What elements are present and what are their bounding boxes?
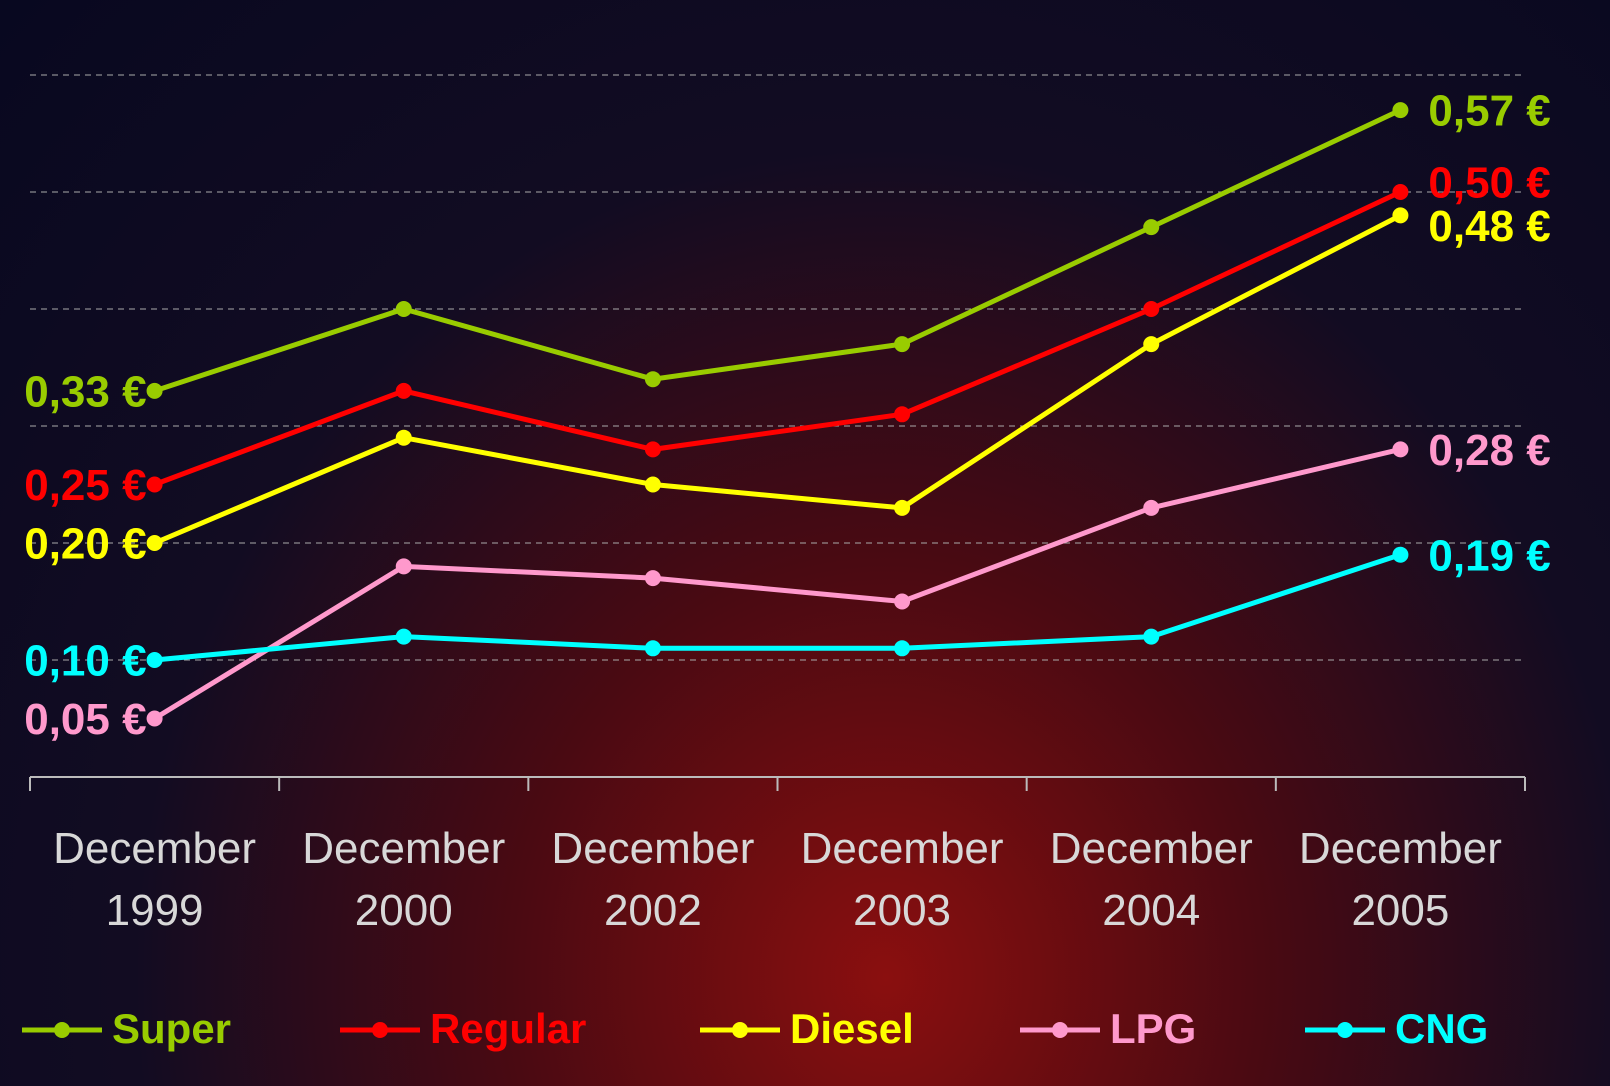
point bbox=[147, 652, 163, 668]
point bbox=[147, 477, 163, 493]
point bbox=[645, 477, 661, 493]
point bbox=[894, 336, 910, 352]
line bbox=[155, 449, 1401, 718]
point bbox=[645, 570, 661, 586]
x-tick-label: December 2005 bbox=[1280, 818, 1520, 942]
value-label: 0,05 € bbox=[24, 695, 146, 744]
point bbox=[894, 640, 910, 656]
point bbox=[1392, 207, 1408, 223]
point bbox=[894, 406, 910, 422]
legend-marker bbox=[732, 1022, 748, 1038]
point bbox=[645, 441, 661, 457]
point bbox=[147, 383, 163, 399]
x-tick-label: December 2004 bbox=[1031, 818, 1271, 942]
legend-label: LPG bbox=[1110, 1005, 1196, 1052]
point bbox=[396, 301, 412, 317]
point bbox=[1392, 441, 1408, 457]
value-label: 0,20 € bbox=[24, 520, 146, 569]
point bbox=[1392, 547, 1408, 563]
point bbox=[894, 500, 910, 516]
x-tick-label: December 2002 bbox=[533, 818, 773, 942]
legend-label: Super bbox=[112, 1005, 231, 1052]
legend-label: CNG bbox=[1395, 1005, 1488, 1052]
legend-label: Regular bbox=[430, 1005, 586, 1052]
x-tick-label: December 2000 bbox=[284, 818, 524, 942]
legend-marker bbox=[1052, 1022, 1068, 1038]
point bbox=[645, 640, 661, 656]
line bbox=[155, 192, 1401, 485]
point bbox=[396, 558, 412, 574]
value-label: 0,50 € bbox=[1428, 159, 1550, 208]
legend-marker bbox=[54, 1022, 70, 1038]
value-label: 0,10 € bbox=[24, 637, 146, 686]
line bbox=[155, 110, 1401, 391]
point bbox=[1143, 629, 1159, 645]
value-label: 0,19 € bbox=[1428, 531, 1550, 580]
x-tick-label: December 2003 bbox=[782, 818, 1022, 942]
point bbox=[1143, 219, 1159, 235]
point bbox=[1392, 184, 1408, 200]
point bbox=[894, 594, 910, 610]
point bbox=[645, 371, 661, 387]
legend-marker bbox=[372, 1022, 388, 1038]
point bbox=[396, 629, 412, 645]
value-label: 0,25 € bbox=[24, 461, 146, 510]
point bbox=[396, 383, 412, 399]
point bbox=[1143, 301, 1159, 317]
legend-label: Diesel bbox=[790, 1005, 914, 1052]
chart: 0,33 € 0,57 € 0,25 € 0,50 € 0,20 € 0,48 € 0,05… bbox=[0, 0, 1610, 1086]
x-tick-label: December 1999 bbox=[35, 818, 275, 942]
legend-marker bbox=[1337, 1022, 1353, 1038]
value-label: 0,57 € bbox=[1428, 87, 1550, 136]
point bbox=[147, 535, 163, 551]
value-label: 0,33 € bbox=[24, 368, 146, 417]
point bbox=[147, 711, 163, 727]
value-label: 0,28 € bbox=[1428, 426, 1550, 475]
point bbox=[1392, 102, 1408, 118]
point bbox=[1143, 500, 1159, 516]
value-label: 0,48 € bbox=[1428, 202, 1550, 251]
point bbox=[396, 430, 412, 446]
point bbox=[1143, 336, 1159, 352]
